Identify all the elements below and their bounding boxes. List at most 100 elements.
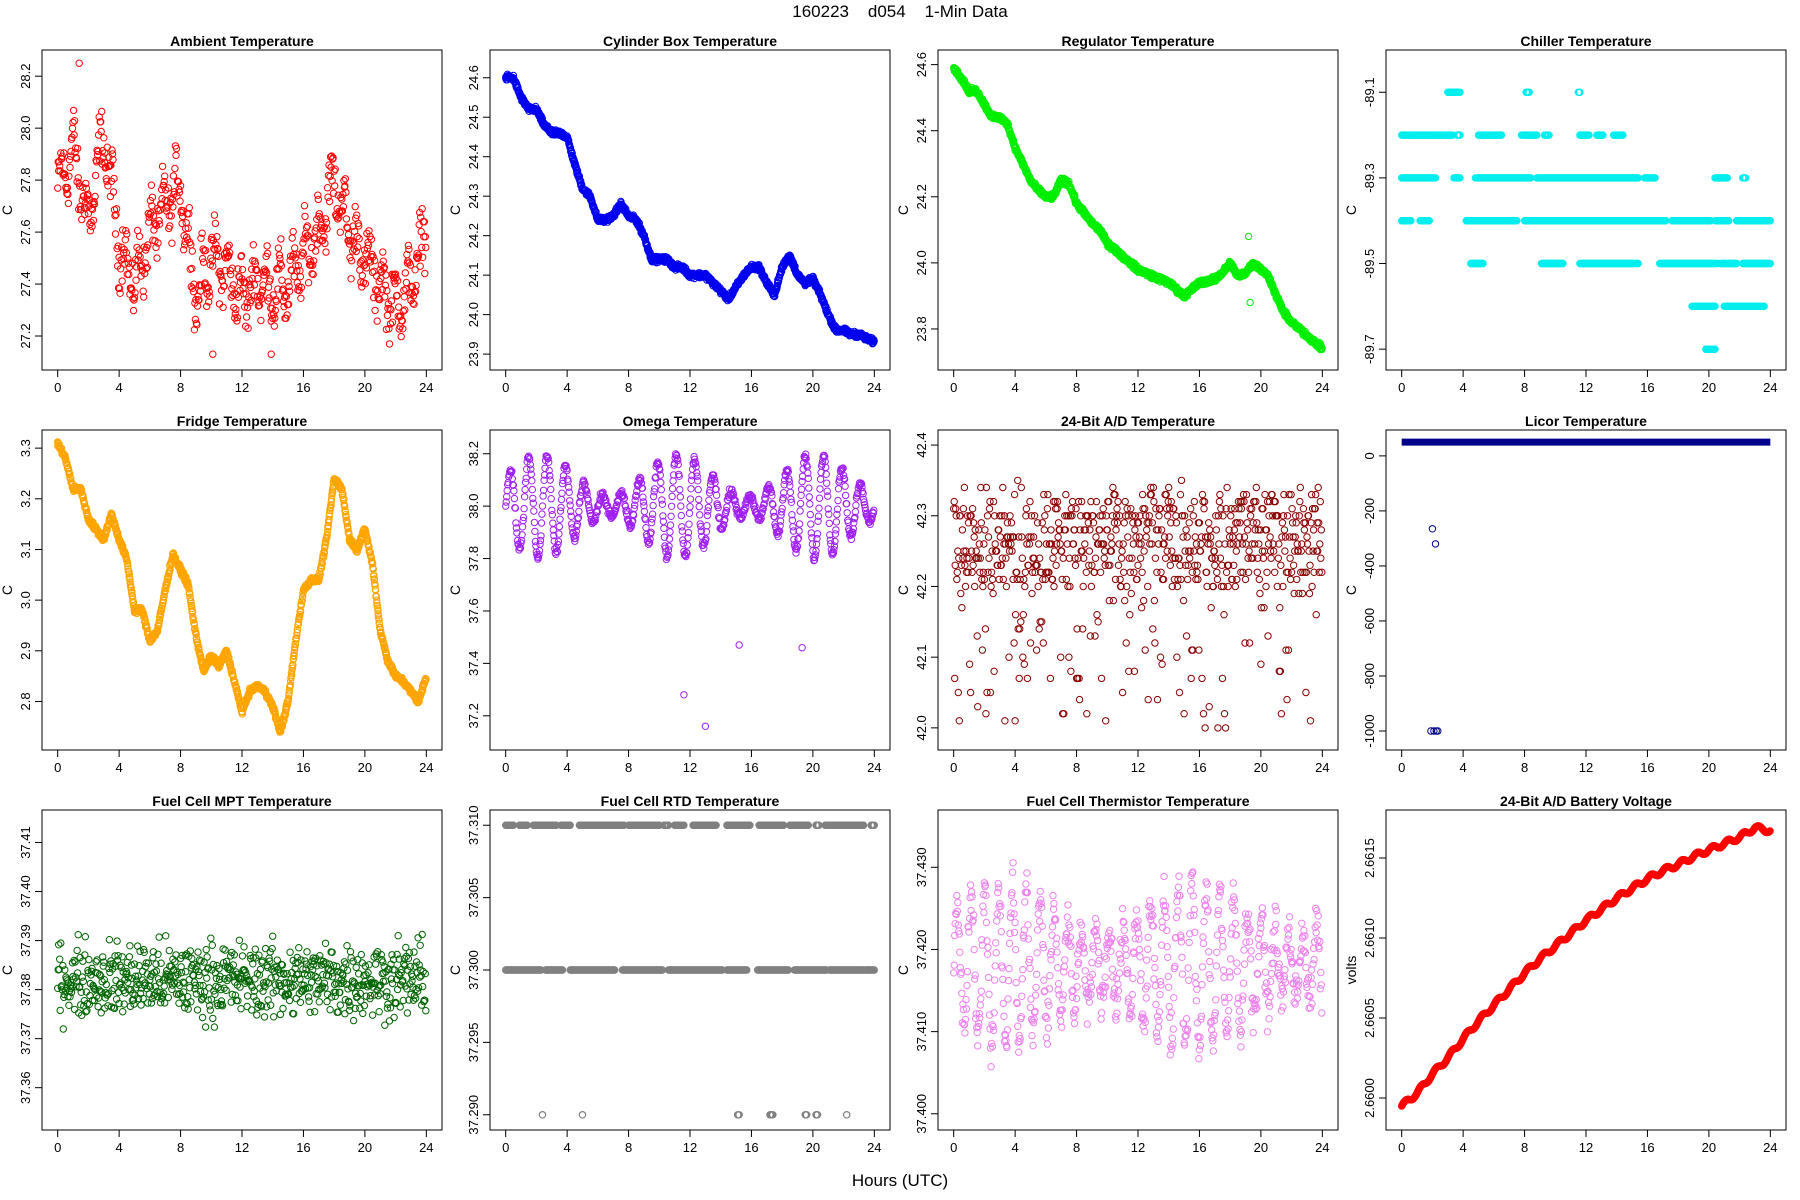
data-point [324, 193, 332, 201]
data-point [351, 202, 359, 211]
y-tick-label: 24.4 [914, 118, 929, 143]
data-point [82, 179, 90, 188]
data-point [54, 184, 62, 192]
data-point [274, 244, 283, 252]
data-point [178, 219, 186, 228]
data-points [950, 64, 1326, 354]
data-point [568, 149, 576, 157]
data-point [263, 242, 271, 250]
data-point [369, 253, 377, 261]
data-point [124, 259, 133, 267]
data-point [189, 284, 197, 292]
data-point [421, 233, 429, 241]
data-point [331, 182, 339, 190]
x-tick-label: 12 [1131, 380, 1145, 395]
data-point [250, 281, 259, 289]
data-point [59, 171, 67, 179]
data-point [153, 254, 161, 262]
data-point [73, 144, 82, 153]
data-point [410, 288, 419, 296]
data-point [129, 306, 138, 315]
data-point [139, 287, 147, 295]
data-point [61, 170, 69, 178]
x-tick-label: 24 [867, 380, 881, 395]
data-point [348, 247, 357, 255]
data-point [65, 172, 73, 181]
data-point [257, 316, 265, 325]
data-point [300, 202, 309, 210]
data-point [404, 241, 413, 250]
data-point [400, 293, 408, 301]
data-point [387, 306, 395, 314]
data-point [56, 162, 64, 170]
data-point [412, 281, 420, 290]
data-point [329, 154, 337, 162]
data-point [406, 261, 415, 269]
data-point [355, 222, 363, 230]
data-point [254, 274, 262, 283]
data-point [226, 249, 234, 257]
data-point [176, 197, 184, 205]
data-point [293, 279, 301, 287]
data-point [367, 235, 376, 244]
data-point [361, 279, 370, 288]
data-point [397, 332, 405, 341]
data-point [267, 350, 275, 358]
data-point [347, 257, 356, 265]
data-point [103, 143, 112, 151]
data-point [184, 224, 192, 232]
data-point [226, 266, 234, 275]
data-point [348, 237, 356, 245]
data-point [236, 278, 245, 286]
data-point [253, 266, 261, 275]
data-point [64, 199, 73, 208]
data-point [70, 131, 78, 139]
data-point [362, 264, 371, 272]
data-point [152, 243, 160, 252]
data-point [112, 205, 121, 213]
data-point [154, 239, 162, 247]
data-point [385, 325, 393, 333]
x-tick-label: 8 [1073, 380, 1080, 395]
data-point [396, 313, 404, 321]
data-point [85, 196, 94, 204]
data-point [360, 262, 368, 270]
data-point [365, 227, 373, 235]
data-point [258, 286, 267, 294]
data-point [104, 182, 112, 190]
data-point [118, 277, 126, 285]
data-point [132, 263, 141, 271]
plot-frame [937, 49, 1339, 371]
data-point [158, 162, 167, 171]
data-point [404, 257, 412, 265]
data-point [285, 287, 294, 295]
data-point [338, 207, 347, 215]
data-point [324, 171, 333, 180]
data-point [197, 234, 205, 242]
data-point [322, 248, 330, 256]
data-point [208, 257, 217, 265]
data-point [325, 197, 334, 206]
data-point [189, 287, 198, 296]
data-point [277, 235, 285, 243]
data-point [217, 272, 225, 280]
data-point [149, 212, 158, 220]
data-point [119, 226, 127, 234]
data-point [175, 185, 183, 194]
panel-title: Cylinder Box Temperature [603, 33, 777, 49]
data-point [232, 305, 240, 314]
data-point [66, 152, 75, 160]
data-point [331, 165, 339, 173]
data-point [218, 277, 227, 285]
data-point [319, 224, 328, 233]
data-point [69, 118, 77, 127]
y-axis-label: C [895, 205, 911, 215]
data-point [314, 195, 322, 204]
data-point [388, 318, 397, 326]
data-point [155, 216, 163, 225]
y-tick-label: 24.5 [466, 105, 481, 130]
